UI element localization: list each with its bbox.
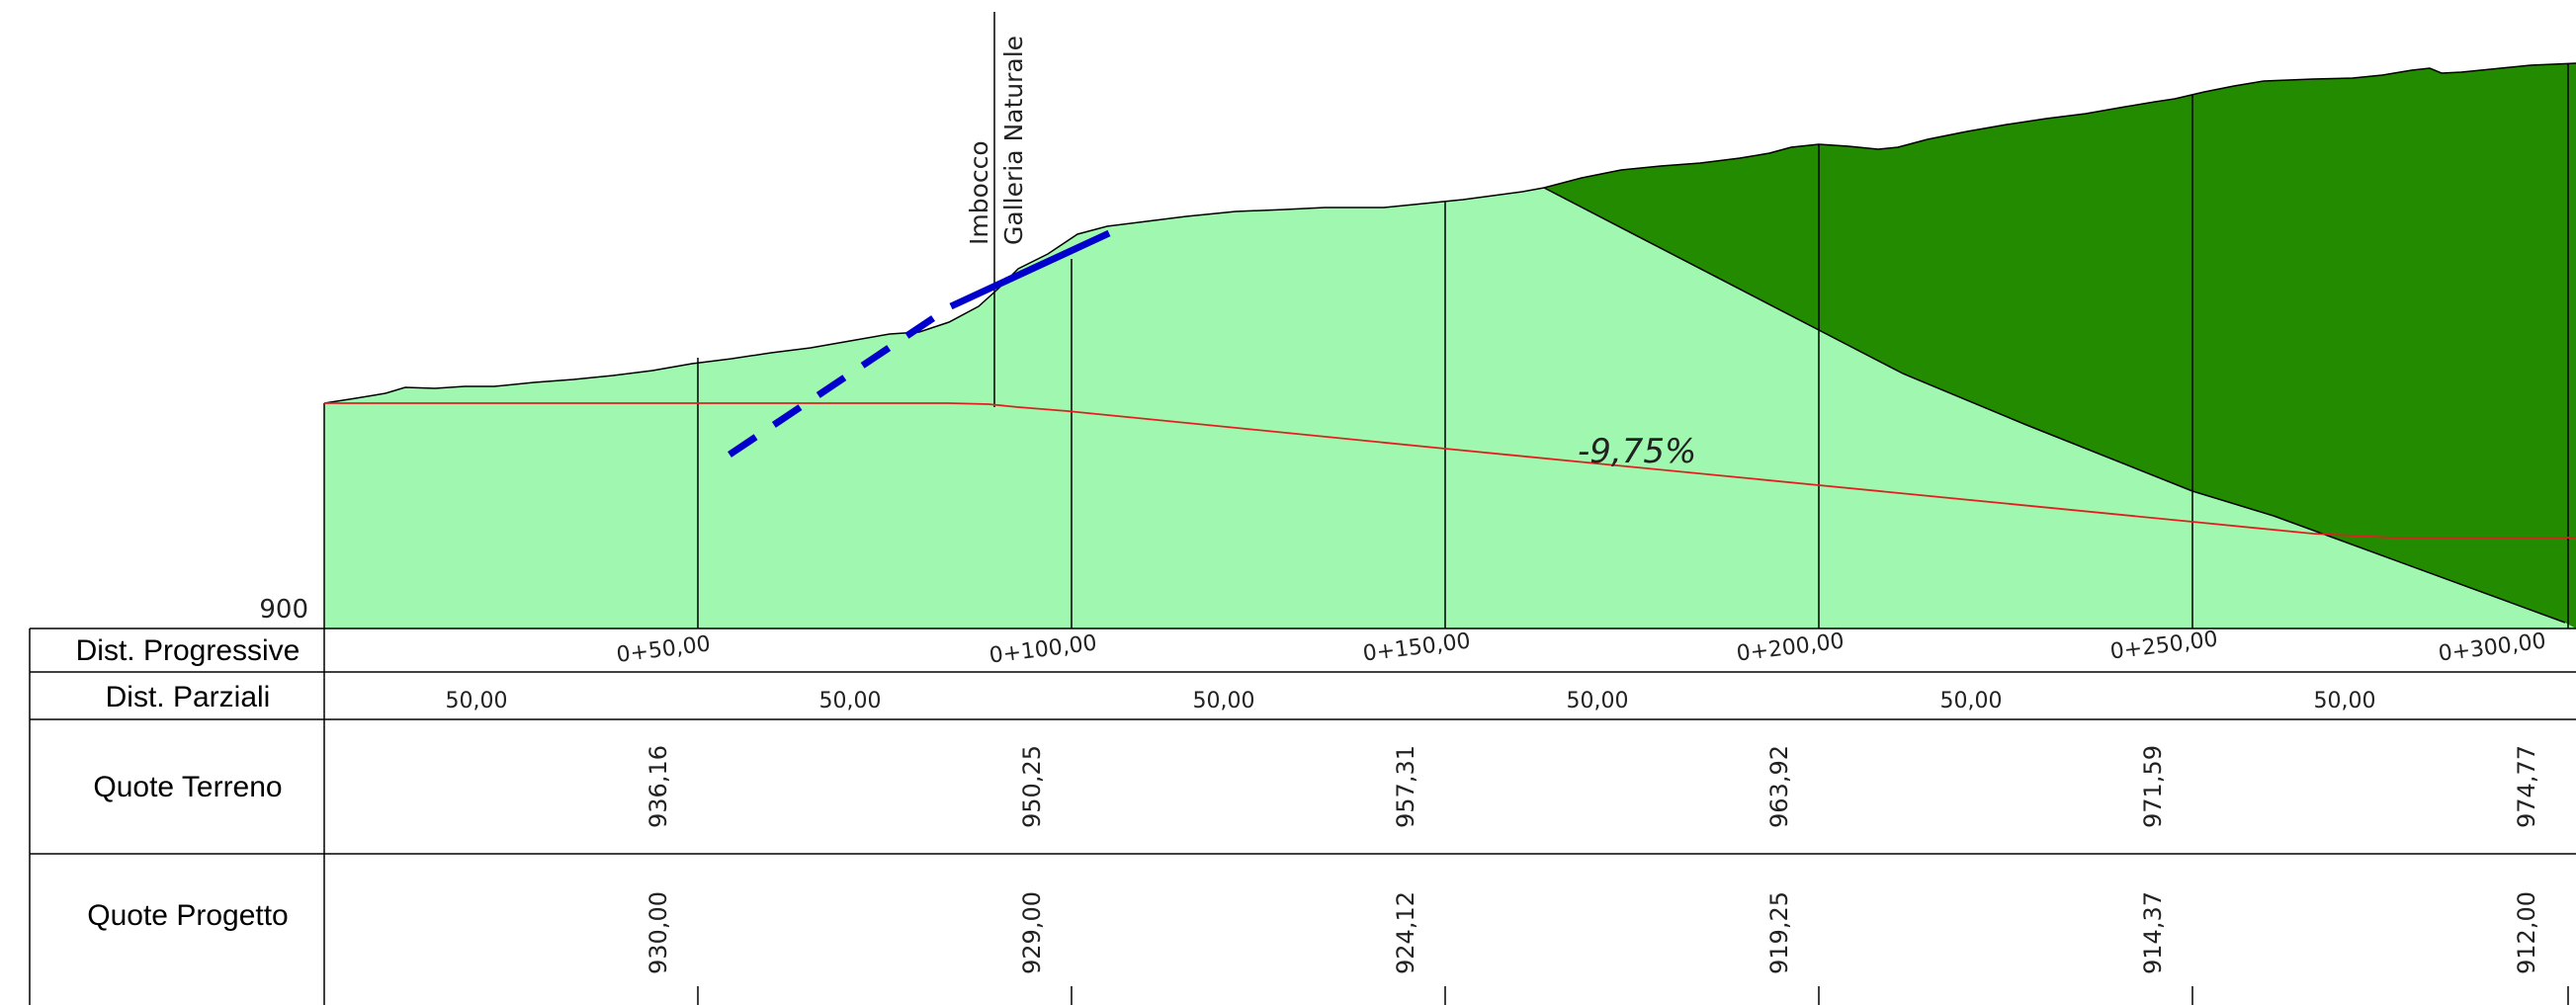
progressive-value: 0+150,00 — [1361, 628, 1472, 666]
tunnel-line-dashed — [728, 303, 953, 458]
excavation-area — [1544, 63, 2576, 628]
terrain-elevation-value: 963,92 — [1765, 745, 1793, 828]
partial-value: 50,00 — [2314, 689, 2376, 713]
progressive-value: 0+50,00 — [615, 631, 712, 667]
datum-label: 900 — [259, 595, 308, 625]
terrain-elevation-value: 950,25 — [1018, 745, 1046, 828]
project-elevation-value: 929,00 — [1018, 891, 1046, 974]
row-label-progressive: Dist. Progressive — [76, 634, 301, 667]
partial-value: 50,00 — [819, 689, 882, 713]
row-label-partial: Dist. Parziali — [106, 681, 271, 713]
project-elevation-value: 919,25 — [1765, 891, 1793, 974]
partial-value: 50,00 — [1567, 689, 1629, 713]
progressive-value: 0+300,00 — [2437, 628, 2547, 666]
partial-value: 50,00 — [1940, 689, 2003, 713]
progressive-value: 0+200,00 — [1735, 628, 1846, 666]
progressive-value: 0+250,00 — [2108, 627, 2219, 664]
partial-value: 50,00 — [1193, 689, 1255, 713]
tunnel-label-line2: Galleria Naturale — [999, 36, 1028, 245]
project-elevation-value: 912,00 — [2513, 891, 2540, 974]
tunnel-label-line1: Imbocco — [965, 140, 993, 245]
project-elevation-value: 914,37 — [2139, 891, 2167, 974]
road-grade-line — [324, 402, 2576, 539]
bottom-ticks — [697, 986, 2569, 1005]
row-label-terrain: Quote Terreno — [93, 771, 282, 803]
row-label-project: Quote Progetto — [87, 899, 288, 932]
terrain-elevation-value: 974,77 — [2513, 745, 2540, 828]
tunnel-line-solid — [949, 229, 1111, 310]
terrain-elevation-value: 971,59 — [2139, 745, 2167, 828]
slope-label: -9,75% — [1578, 432, 1696, 471]
terrain-elevation-value: 936,16 — [644, 745, 672, 828]
data-table — [29, 628, 2576, 1005]
station-lines — [697, 63, 2569, 628]
project-elevation-value: 924,12 — [1392, 891, 1419, 974]
partial-value: 50,00 — [446, 689, 508, 713]
progressive-value: 0+100,00 — [987, 630, 1098, 668]
terrain-elevation-value: 957,31 — [1392, 745, 1419, 828]
project-elevation-value: 930,00 — [644, 891, 672, 974]
